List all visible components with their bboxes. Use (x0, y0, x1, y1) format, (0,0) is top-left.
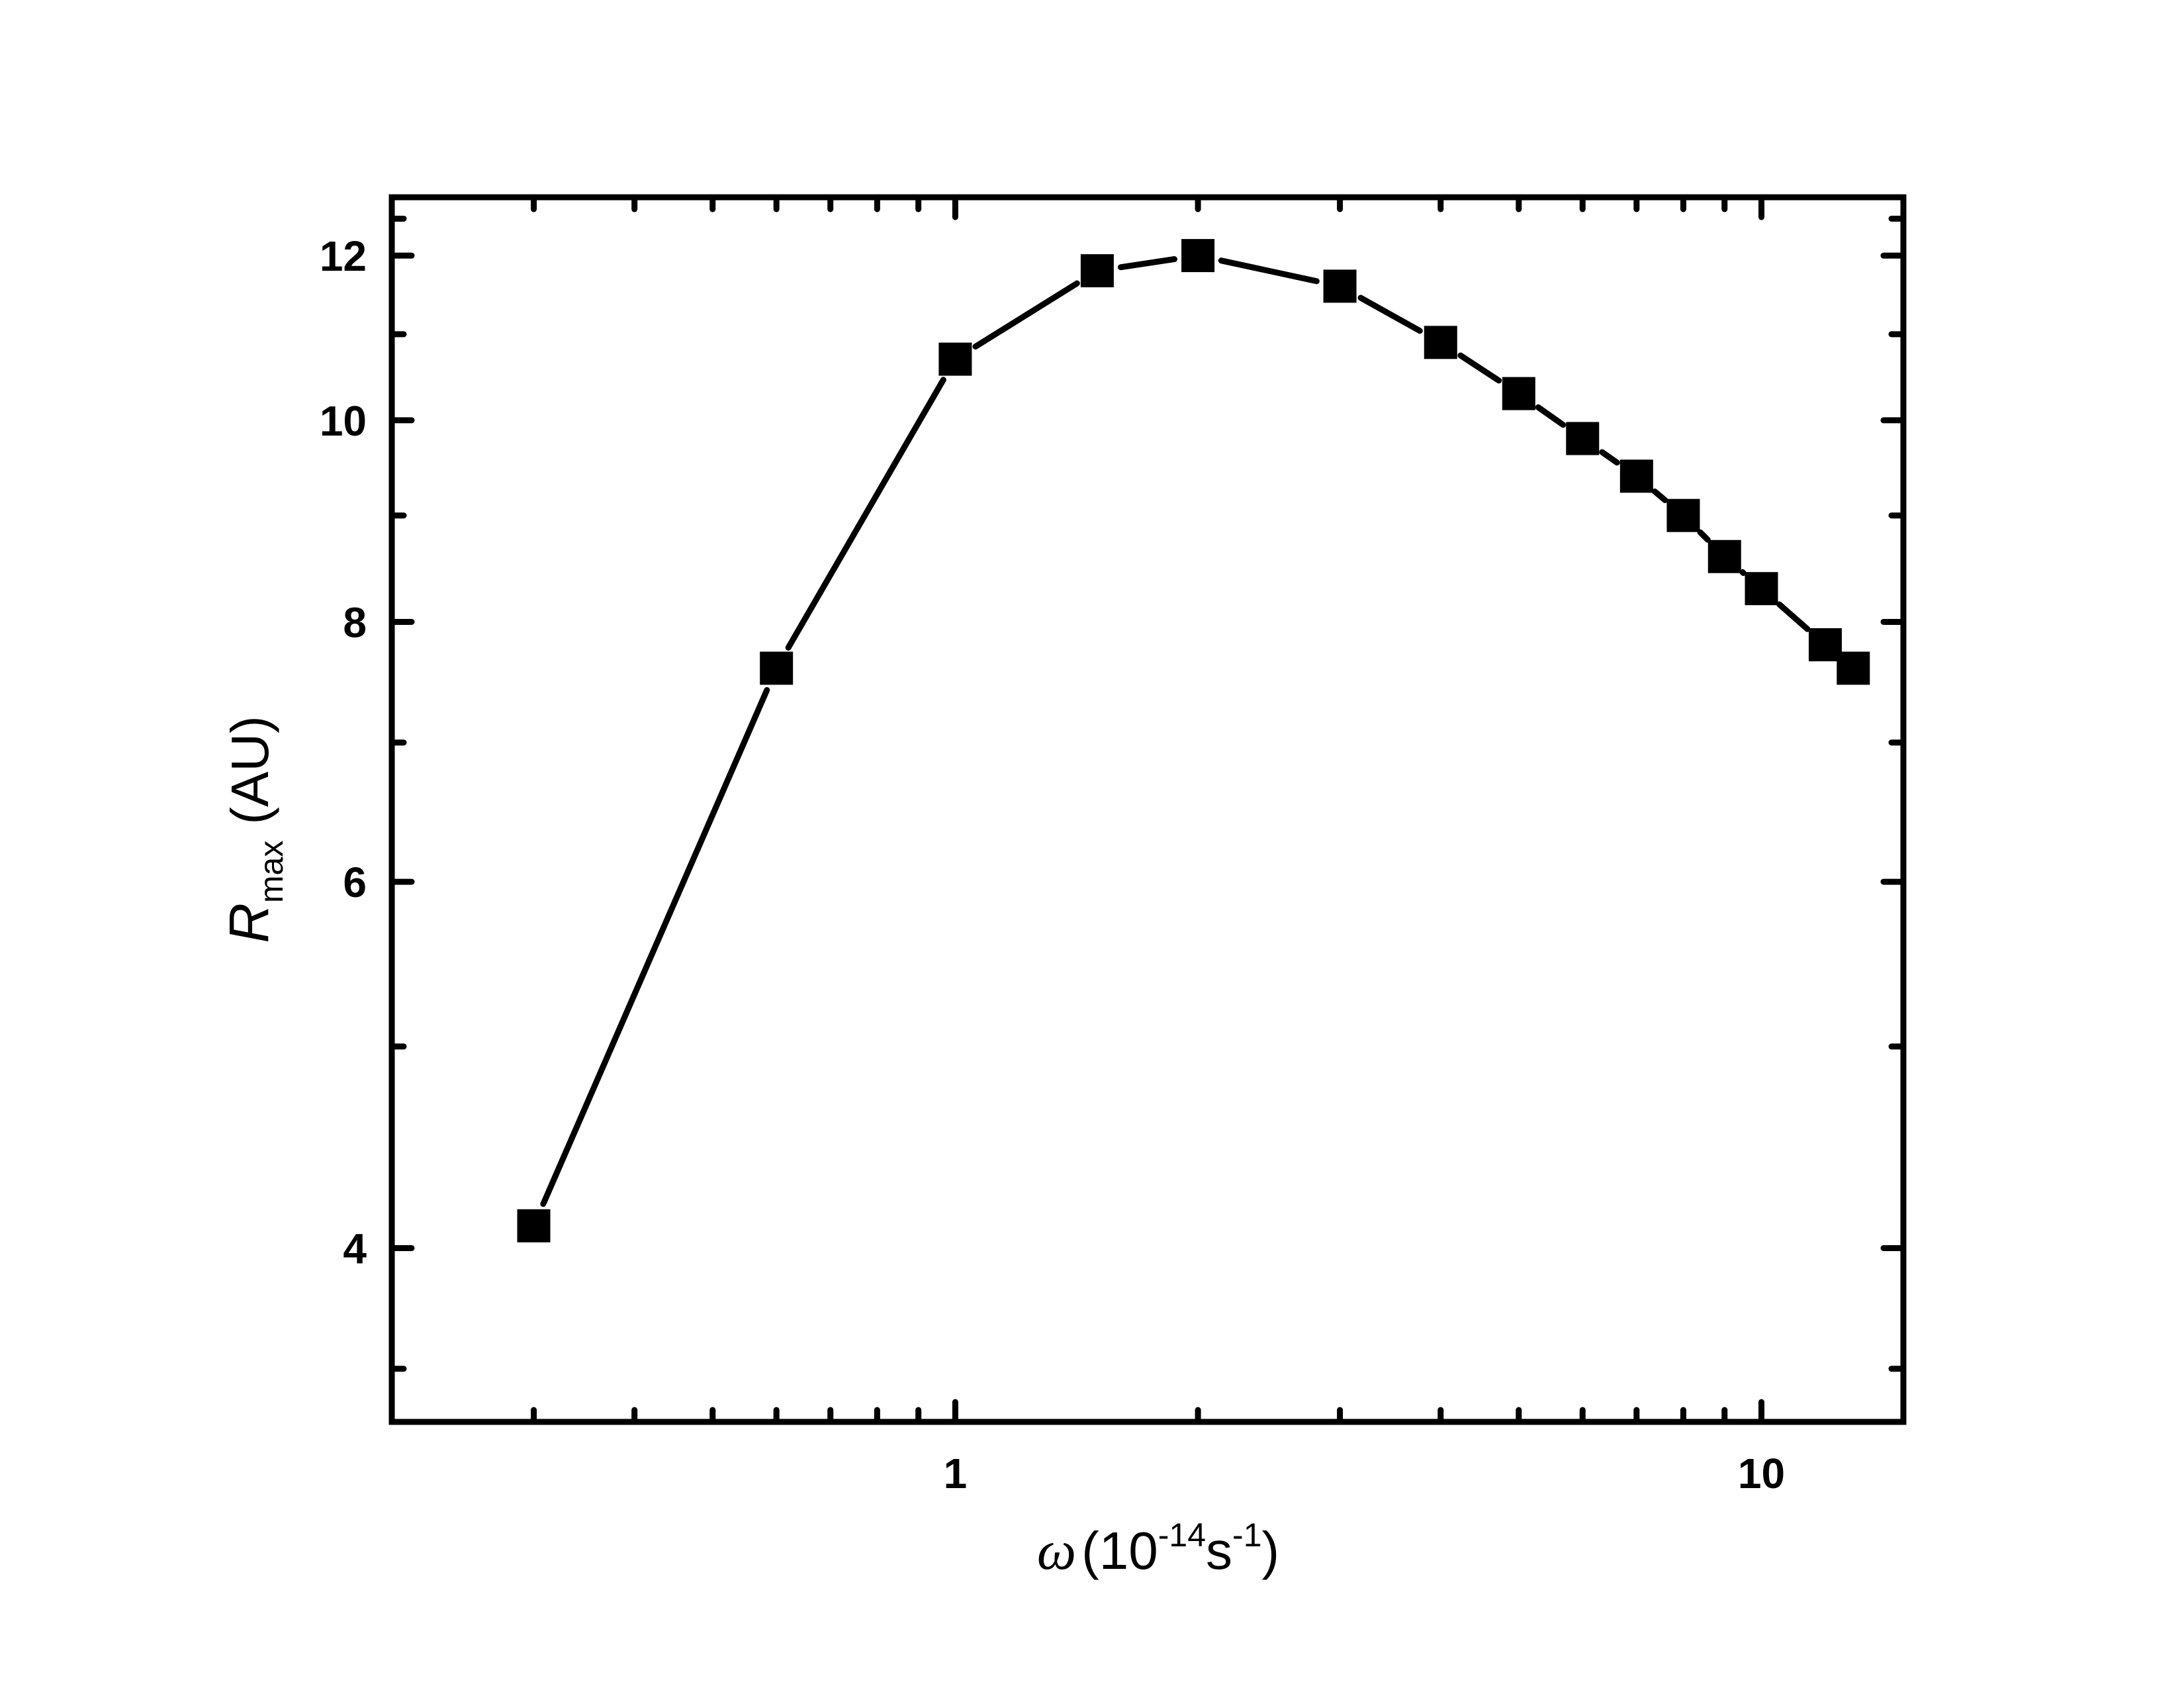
x-axis-unit-exp2: -1 (1232, 1517, 1261, 1554)
series-segment (1776, 601, 1811, 632)
y-axis-symbol: R (218, 903, 280, 943)
y-tick-label: 6 (343, 859, 367, 906)
data-point-marker (1502, 377, 1535, 410)
x-axis-unit-exp1: -14 (1158, 1517, 1206, 1554)
minor-ticks (388, 194, 1907, 1425)
series-segment (1118, 256, 1177, 271)
x-axis-unit-s: s (1206, 1521, 1232, 1580)
y-axis-subscript: max (253, 841, 290, 903)
data-point-marker (1424, 326, 1457, 359)
y-tick-label: 12 (320, 232, 367, 280)
series-segment (1535, 404, 1567, 428)
x-tick-label: 1 (944, 1450, 968, 1497)
series-segment (1457, 352, 1502, 384)
data-point-marker (1619, 459, 1653, 493)
data-point-marker (1080, 254, 1114, 288)
x-axis-unit-close: ) (1262, 1521, 1280, 1580)
series-segment (1218, 258, 1320, 285)
y-tick-label: 8 (343, 598, 367, 646)
y-tick-label: 10 (320, 397, 367, 445)
series-segment (785, 377, 946, 651)
x-axis-unit-open: (10 (1081, 1521, 1158, 1580)
data-point-marker (517, 1209, 551, 1243)
major-ticks (388, 194, 1907, 1425)
series-segment (972, 280, 1080, 350)
x-tick-label: 10 (1738, 1450, 1785, 1497)
series-segment (540, 686, 770, 1207)
series-segment (1697, 529, 1711, 543)
data-point-marker (1566, 422, 1600, 455)
data-markers (517, 239, 1870, 1243)
series-line (540, 256, 1811, 1207)
data-point-marker (1323, 269, 1357, 303)
data-point-marker (760, 651, 794, 685)
data-point-marker (938, 342, 972, 376)
series-segment (1599, 449, 1620, 466)
series-segment (1357, 295, 1423, 334)
y-axis-label: Rmax (AU) (218, 716, 290, 943)
series-segment (1651, 489, 1668, 504)
x-axis-label: ω (10-14s-1) (1037, 1517, 1279, 1581)
x-axis-symbol: ω (1037, 1520, 1076, 1581)
data-point-marker (1837, 651, 1870, 685)
y-axis-unit: (AU) (220, 716, 279, 824)
x-tick-labels: 1 10 (944, 1450, 1785, 1497)
y-tick-labels: 4 6 8 10 12 (320, 232, 367, 1272)
y-tick-label: 4 (343, 1225, 367, 1272)
data-point-marker (1707, 539, 1741, 573)
plot-frame (388, 194, 1907, 1425)
data-point-marker (1666, 498, 1700, 532)
data-point-marker (1745, 572, 1778, 606)
data-point-marker (1181, 239, 1215, 273)
data-point-marker (1808, 628, 1842, 662)
